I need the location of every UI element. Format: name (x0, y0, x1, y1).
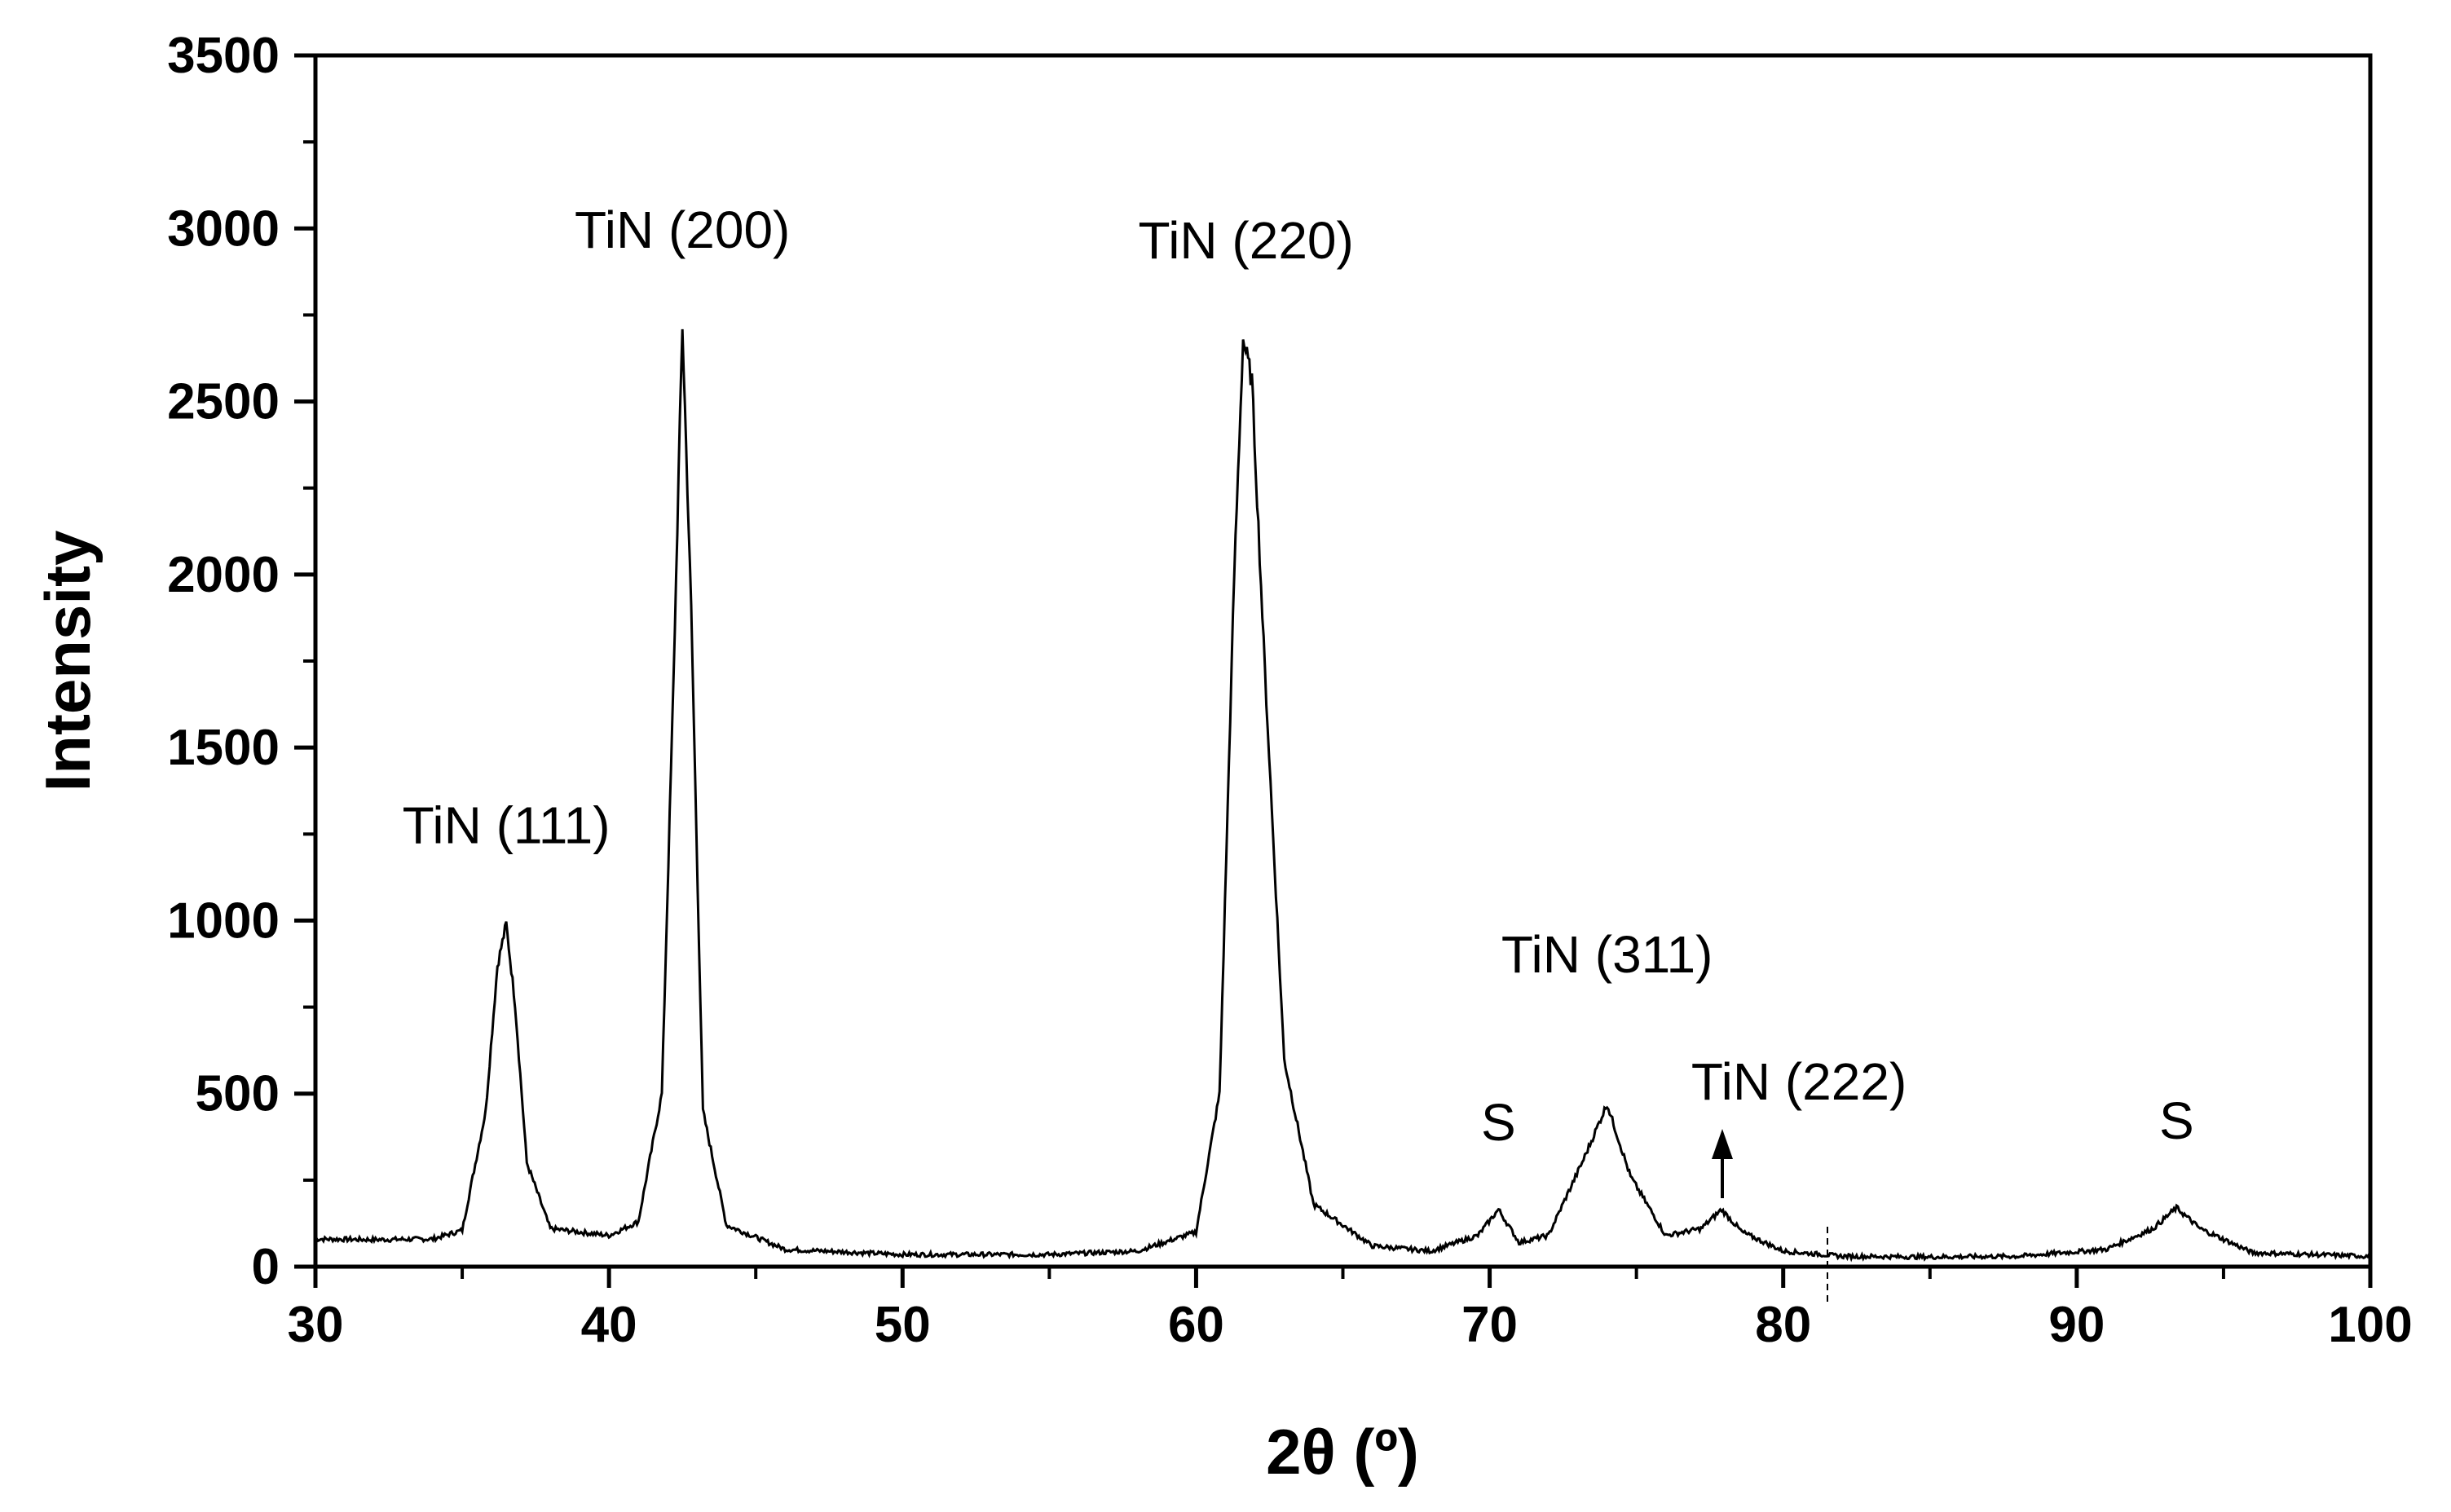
x-axis-tick-labels: 30 40 50 60 70 80 90 100 (288, 1297, 2413, 1353)
y-tick-label: 2000 (167, 547, 280, 603)
x-tick-label: 50 (875, 1297, 931, 1353)
diffraction-pattern-line (315, 328, 2372, 1263)
y-tick-label: 1000 (167, 893, 280, 949)
y-tick-label: 3500 (167, 28, 280, 84)
peak-label: TiN (200) (575, 201, 790, 259)
x-tick-label: 70 (1461, 1297, 1518, 1353)
x-tick-label: 60 (1168, 1297, 1224, 1353)
y-tick-label: 1500 (167, 720, 280, 776)
peak-label: TiN (111) (403, 796, 611, 854)
y-tick-label: 2500 (167, 374, 280, 430)
y-tick-label: 0 (252, 1239, 280, 1295)
y-tick-label: 500 (196, 1066, 280, 1122)
peak-arrow (1712, 1129, 1733, 1198)
peak-annotations: TiN (111) TiN (200) TiN (220) S TiN (311) TiN… (403, 201, 2194, 1152)
x-axis-title: 2θ (º) (1266, 1416, 1419, 1488)
peak-label: TiN (220) (1138, 211, 1353, 270)
y-axis-ticks (294, 53, 315, 1269)
peak-label: S (2159, 1091, 2194, 1150)
x-tick-label: 80 (1755, 1297, 1811, 1353)
peak-label: TiN (222) (1691, 1052, 1907, 1111)
x-tick-label: 100 (2328, 1297, 2412, 1353)
y-axis-title: Intensity (32, 531, 104, 792)
y-axis-tick-labels: 0 500 1000 1500 2000 2500 3000 3500 (167, 28, 280, 1295)
x-tick-label: 90 (2048, 1297, 2105, 1353)
peak-label: TiN (311) (1501, 925, 1713, 984)
peak-label: S (1481, 1093, 1516, 1152)
y-tick-label: 3000 (167, 201, 280, 257)
x-axis-ticks (313, 1267, 2373, 1288)
x-tick-label: 30 (288, 1297, 344, 1353)
x-tick-label: 40 (581, 1297, 637, 1353)
